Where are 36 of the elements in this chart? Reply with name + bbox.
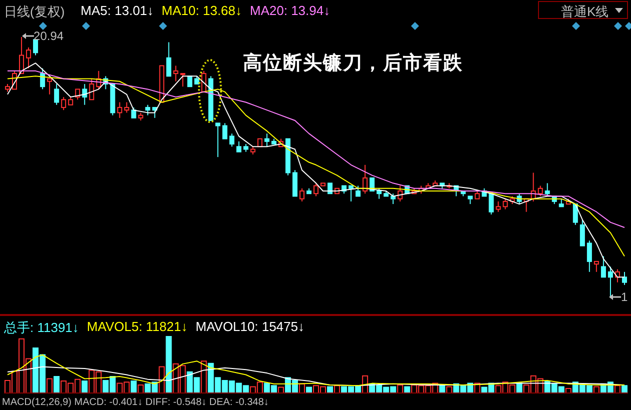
bar xyxy=(54,376,60,393)
bar xyxy=(397,384,404,393)
bar xyxy=(439,385,446,393)
annotation: 20.94 xyxy=(34,29,64,43)
bar xyxy=(278,386,284,393)
bar xyxy=(306,386,312,393)
series-label: 总手: 11391↓ xyxy=(4,319,79,337)
bar xyxy=(593,386,600,393)
bar xyxy=(166,336,172,393)
text: MA5: 13.01↓ xyxy=(80,3,154,20)
text: 普通K线 xyxy=(561,3,609,21)
bar xyxy=(82,380,88,393)
text: MAVOL5: 11821↓ xyxy=(86,319,188,336)
bar xyxy=(474,382,480,393)
annotation: 高位断头镰刀，后市看跌 xyxy=(243,52,463,76)
bar xyxy=(362,375,368,393)
bar xyxy=(158,366,165,393)
annotation: 1 xyxy=(621,290,628,304)
bar xyxy=(621,385,628,393)
bar xyxy=(46,378,53,393)
bar xyxy=(334,385,340,393)
bar xyxy=(200,360,207,393)
bar xyxy=(298,383,305,393)
text: MAVOL10: 15475↓ xyxy=(196,319,304,336)
text: MA10: 13.68↓ xyxy=(162,3,242,20)
bar xyxy=(130,380,137,393)
bar xyxy=(138,384,144,393)
bar xyxy=(565,388,572,393)
candlestick xyxy=(173,65,178,82)
text: MACD(12,26,9) MACD: -0.401↓ DIFF: -0.548↓ DEA: -0.348↓ xyxy=(2,397,269,408)
bar xyxy=(614,385,620,393)
bar xyxy=(446,386,452,393)
chart-title: 日线(复权) xyxy=(4,3,65,21)
bar xyxy=(327,386,334,393)
text: MA20: 13.94↓ xyxy=(250,3,330,20)
bar xyxy=(404,386,410,393)
